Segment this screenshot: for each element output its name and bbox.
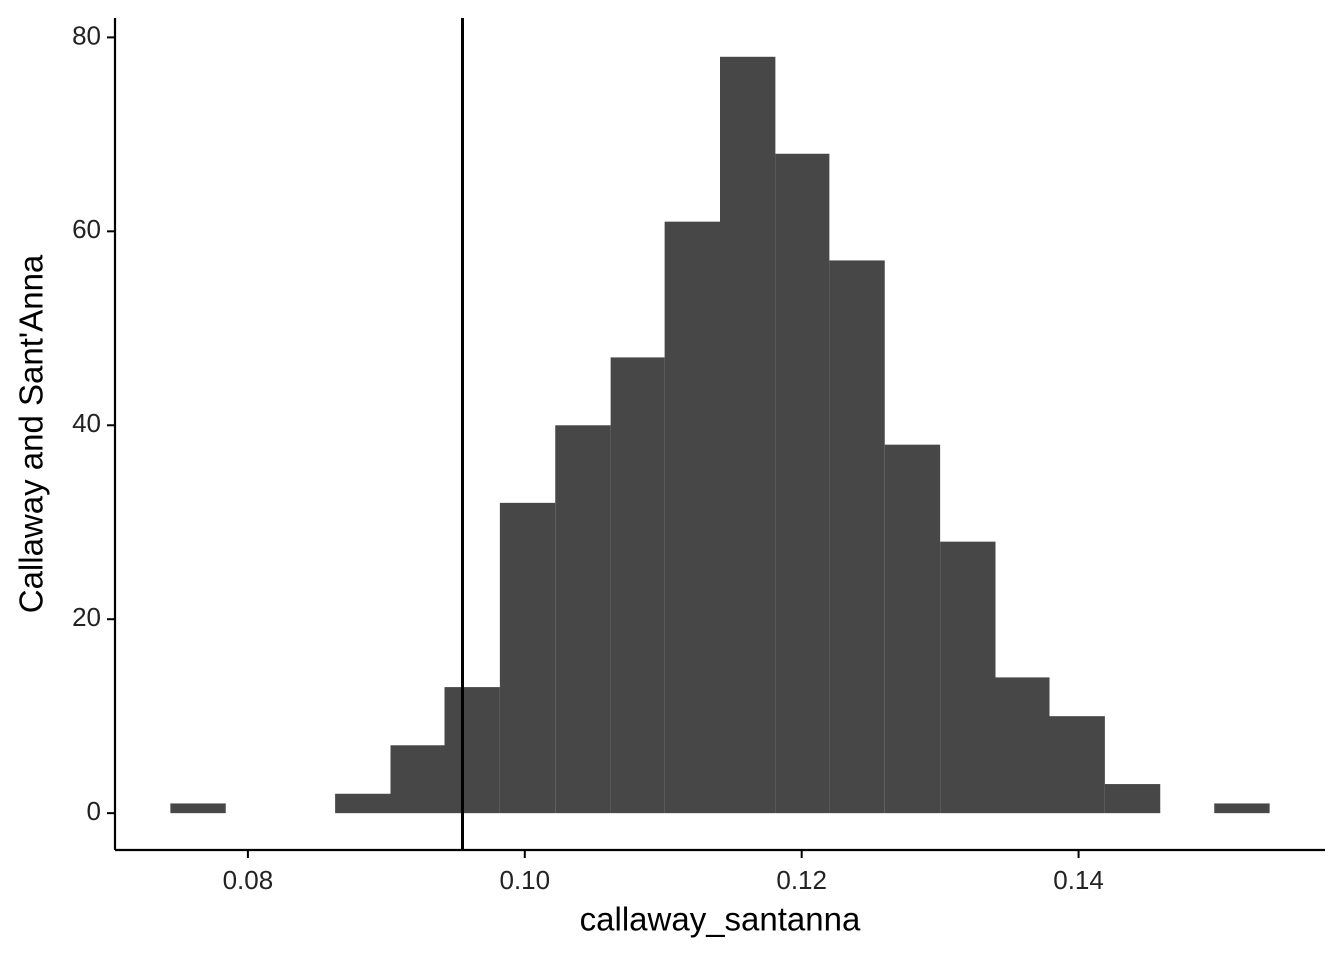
bar bbox=[335, 793, 391, 814]
y-tick-label: 0 bbox=[87, 796, 101, 826]
bar bbox=[555, 425, 611, 814]
y-axis-title: Callaway and Sant'Anna bbox=[13, 254, 50, 613]
bar bbox=[1214, 803, 1270, 814]
bar bbox=[610, 357, 665, 814]
bar bbox=[775, 153, 830, 814]
x-tick-label: 0.14 bbox=[1053, 865, 1104, 895]
y-tick-label: 40 bbox=[72, 408, 101, 438]
y-tick-label: 80 bbox=[72, 20, 101, 50]
bar bbox=[829, 260, 885, 814]
bar bbox=[170, 803, 226, 814]
bar bbox=[390, 745, 445, 814]
x-axis-title: callaway_santanna bbox=[580, 901, 861, 938]
bar bbox=[1049, 716, 1105, 814]
bar bbox=[444, 687, 500, 814]
bar bbox=[664, 221, 720, 814]
bar bbox=[884, 444, 941, 814]
bar bbox=[499, 502, 556, 814]
bar bbox=[1104, 784, 1161, 814]
y-tick-label: 20 bbox=[72, 602, 101, 632]
x-tick-label: 0.08 bbox=[223, 865, 274, 895]
y-tick-label: 60 bbox=[72, 214, 101, 244]
x-tick-label: 0.10 bbox=[499, 865, 550, 895]
bar bbox=[720, 56, 776, 814]
bar bbox=[995, 677, 1050, 814]
bar bbox=[940, 541, 996, 814]
x-tick-label: 0.12 bbox=[776, 865, 827, 895]
